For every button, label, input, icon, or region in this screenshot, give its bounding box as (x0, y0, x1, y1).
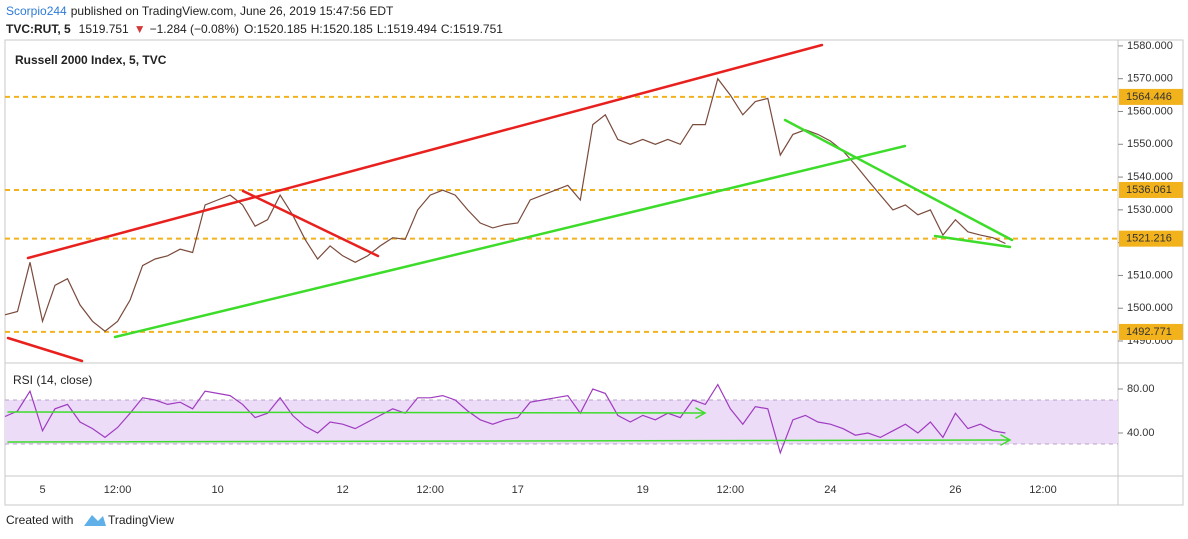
trend-line (6, 336, 84, 363)
marks: 5 12:00 10 12 12:00 17 19 12:00 24 26 12:001490.00… (4, 40, 1183, 496)
y-tick-label: 1570.000 (1127, 73, 1173, 85)
trend-line (933, 234, 1012, 249)
open: O:1520.185 (244, 22, 307, 36)
level-label-box (1119, 230, 1183, 247)
header-line: Scorpio244 published on TradingView.com, … (6, 4, 394, 18)
x-tick-label: 17 (512, 484, 524, 496)
x-tick-label: 19 (637, 484, 649, 496)
symbol: TVC:RUT, 5 (6, 22, 71, 36)
author[interactable]: Scorpio244 (6, 4, 67, 18)
published: published on TradingView.com, June 26, 2… (71, 4, 394, 18)
trend-line (241, 189, 380, 258)
arrow-head (695, 407, 707, 419)
x-tick-label: 5 (39, 484, 45, 496)
series-line (4, 77, 1006, 332)
change: −1.284 (−0.08%) (150, 22, 239, 36)
y-tick-label: 1500.000 (1127, 302, 1173, 314)
rsi-trend-line (7, 411, 704, 414)
drawings (6, 43, 1014, 446)
x-tick-label: 12:00 (416, 484, 444, 496)
x-tick-label: 24 (824, 484, 836, 496)
x-tick-label: 12:00 (104, 484, 132, 496)
y-tick-label: 1550.000 (1127, 138, 1173, 150)
y-tick-label: 1540.000 (1127, 171, 1173, 183)
level-label-box (1119, 323, 1183, 340)
x-tick-label: 12:00 (1029, 484, 1057, 496)
y-tick-label: 1580.000 (1127, 40, 1173, 52)
low: L:1519.494 (377, 22, 437, 36)
y-tick-label: 40.00 (1127, 427, 1155, 439)
trend-line (113, 144, 907, 339)
level-label-box (1119, 88, 1183, 105)
x-tick-label: 12 (337, 484, 349, 496)
high: H:1520.185 (311, 22, 373, 36)
rsi-trend-line (7, 439, 1009, 443)
last: 1519.751 (79, 22, 129, 36)
price-pane-title: Russell 2000 Index, 5, TVC (15, 53, 167, 67)
y-tick-label: 1530.000 (1127, 204, 1173, 216)
trend-line (26, 43, 824, 260)
footer-brand[interactable]: TradingView (108, 513, 174, 527)
arrow-head (1000, 434, 1012, 446)
rsi-pane-title: RSI (14, close) (13, 373, 92, 387)
x-tick-label: 10 (211, 484, 223, 496)
close: C:1519.751 (441, 22, 503, 36)
level-label: 1492.771 (1126, 326, 1172, 338)
footer-text: Created with (6, 513, 73, 527)
level-label: 1564.446 (1126, 91, 1172, 103)
logo (84, 515, 106, 526)
trend-line (783, 118, 1014, 242)
series-line (4, 383, 1006, 455)
y-tick-label: 80.00 (1127, 383, 1155, 395)
chart-frame (4, 39, 1184, 506)
x-tick-label: 12:00 (717, 484, 745, 496)
level-label: 1521.216 (1126, 233, 1172, 245)
level-label: 1536.061 (1126, 184, 1172, 196)
y-tick-label: 1560.000 (1127, 105, 1173, 117)
symbol-line: TVC:RUT, 5 1519.751 ▼ −1.284 (−0.08%) O:1520… (6, 22, 503, 36)
level-label-box (1119, 181, 1183, 198)
y-tick-label: 1510.000 (1127, 269, 1173, 281)
x-tick-label: 26 (949, 484, 961, 496)
down-arrow: ▼ (134, 22, 146, 36)
